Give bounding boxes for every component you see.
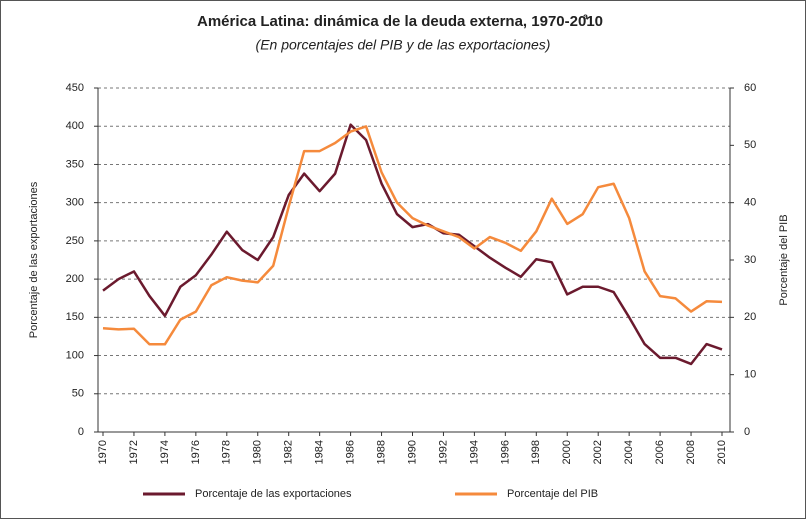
x-tick-label: 1998 bbox=[530, 440, 542, 464]
y2-tick-label: 50 bbox=[744, 139, 756, 151]
x-tick-label: 1972 bbox=[128, 440, 140, 464]
x-tick-label: 1970 bbox=[97, 440, 109, 464]
y-tick-label: 350 bbox=[66, 158, 84, 170]
x-tick-label: 2004 bbox=[623, 440, 635, 464]
x-tick-label: 1988 bbox=[375, 440, 387, 464]
x-tick-label: 1992 bbox=[437, 440, 449, 464]
x-tick-label: 2002 bbox=[592, 440, 604, 464]
y2-tick-label: 40 bbox=[744, 197, 756, 209]
y2-tick-label: 0 bbox=[744, 426, 750, 438]
y2-tick-label: 30 bbox=[744, 254, 756, 266]
title-note: a bbox=[583, 11, 589, 21]
x-tick-label: 2008 bbox=[685, 440, 697, 464]
y-tick-label: 400 bbox=[66, 120, 84, 132]
x-tick-label: 1990 bbox=[406, 440, 418, 464]
x-tick-label: 1974 bbox=[159, 440, 171, 464]
chart-subtitle: (En porcentajes del PIB y de las exporta… bbox=[256, 37, 551, 53]
x-tick-label: 1994 bbox=[468, 440, 480, 464]
x-tick-label: 1978 bbox=[221, 440, 233, 464]
legend-label: Porcentaje del PIB bbox=[507, 488, 598, 500]
data-line bbox=[102, 123, 723, 366]
chart-title: América Latina: dinámica de la deuda ext… bbox=[197, 13, 603, 30]
y2-tick-label: 10 bbox=[744, 369, 756, 381]
x-tick-label: 2006 bbox=[654, 440, 666, 464]
y-tick-label: 100 bbox=[66, 349, 84, 361]
y-axis-label: Porcentaje de las exportaciones bbox=[28, 181, 40, 338]
x-tick-label: 2010 bbox=[716, 440, 728, 464]
legend-label: Porcentaje de las exportaciones bbox=[195, 488, 352, 500]
x-tick-label: 1976 bbox=[190, 440, 202, 464]
y2-tick-label: 20 bbox=[744, 311, 756, 323]
x-tick-label: 2000 bbox=[561, 440, 573, 464]
x-tick-label: 1986 bbox=[345, 440, 357, 464]
y-tick-label: 450 bbox=[66, 82, 84, 94]
y-tick-label: 250 bbox=[66, 235, 84, 247]
x-tick-label: 1984 bbox=[314, 440, 326, 464]
y-tick-label: 0 bbox=[78, 426, 84, 438]
y2-tick-label: 60 bbox=[744, 82, 756, 94]
y-tick-label: 150 bbox=[66, 311, 84, 323]
y-tick-label: 50 bbox=[72, 388, 84, 400]
x-tick-label: 1996 bbox=[499, 440, 511, 464]
x-tick-label: 1982 bbox=[283, 440, 295, 464]
y-tick-label: 300 bbox=[66, 197, 84, 209]
y-tick-label: 200 bbox=[66, 273, 84, 285]
data-line bbox=[102, 125, 723, 346]
x-tick-label: 1980 bbox=[252, 440, 264, 464]
y2-axis-label: Porcentaje del PIB bbox=[778, 214, 790, 305]
